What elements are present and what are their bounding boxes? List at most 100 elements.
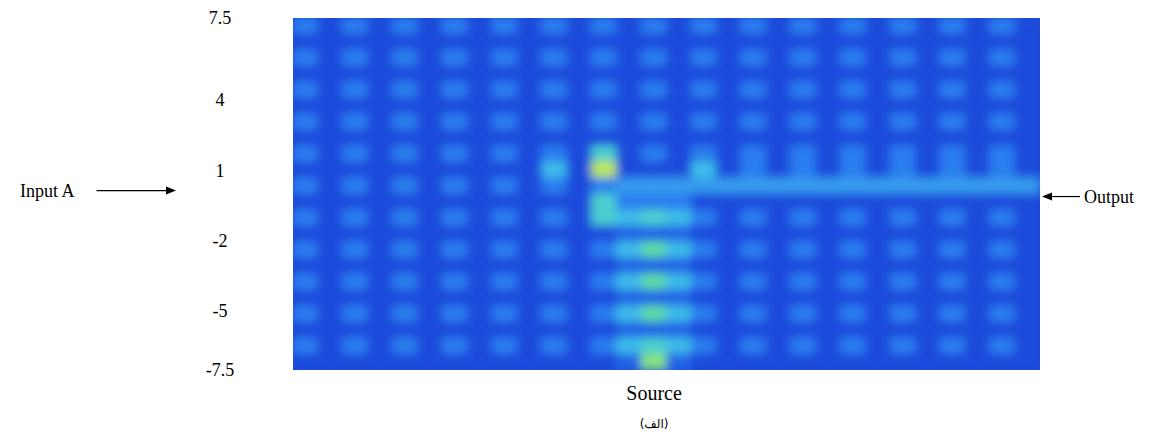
cell [766,290,792,307]
cell [591,338,617,355]
cell [741,354,767,371]
cell [691,338,717,355]
cell [641,114,667,131]
cell [542,34,568,51]
cell [342,34,368,51]
cell [566,290,592,307]
caption: (الف) [640,417,669,431]
cell [741,34,767,51]
cell [641,242,667,259]
cell [840,226,866,243]
cell [367,290,393,307]
cell [342,210,368,227]
cell [815,82,841,99]
x-axis-title: Source [626,382,682,404]
cell [342,290,368,307]
cell [890,114,916,131]
cell [815,290,841,307]
cell [691,274,717,291]
cell [865,18,891,35]
cell [990,50,1016,67]
cell [766,18,792,35]
cell [542,242,568,259]
cell [1015,210,1040,227]
cell [890,162,916,179]
cell [392,322,418,339]
cell [517,34,543,51]
cell [990,130,1016,147]
cell [716,98,742,115]
cell [442,82,468,99]
cell [791,162,817,179]
cell [641,50,667,67]
cell [915,34,941,51]
cell [517,194,543,211]
cell [791,258,817,275]
cell [691,146,717,163]
cell [840,82,866,99]
cell [840,194,866,211]
cell [517,162,543,179]
cell [342,114,368,131]
cell [467,130,493,147]
cell [342,354,368,371]
cell [641,306,667,323]
cell [791,66,817,83]
cell [641,146,667,163]
cell [1015,274,1040,291]
cell [591,130,617,147]
cell [342,146,368,163]
cell [467,210,493,227]
cell [940,66,966,83]
cell [442,258,468,275]
cell [317,98,343,115]
cell [392,178,418,195]
cell [467,82,493,99]
cell [641,354,667,371]
cell [392,338,418,355]
cell [691,210,717,227]
cell [691,130,717,147]
output-label: Output [1084,187,1134,207]
cell [591,98,617,115]
cell [741,146,767,163]
cell [641,162,667,179]
cell [542,274,568,291]
cell [293,34,318,51]
cell [317,162,343,179]
cell [317,146,343,163]
cell [840,18,866,35]
cell [342,242,368,259]
cell [840,242,866,259]
cell [517,98,543,115]
cell [915,50,941,67]
cell [840,210,866,227]
cell [616,258,642,275]
cell [342,194,368,211]
cell [766,354,792,371]
cell [293,354,318,371]
cell [392,146,418,163]
cell [442,322,468,339]
cell [392,274,418,291]
cell [293,242,318,259]
cell [367,130,393,147]
cell [293,210,318,227]
cell [417,338,443,355]
cell [467,66,493,83]
cell [815,242,841,259]
cell [965,66,991,83]
cell [492,210,518,227]
cell [890,338,916,355]
cell [666,274,692,291]
cell [517,114,543,131]
cell [990,338,1016,355]
cell [965,354,991,371]
cell [641,274,667,291]
cell [741,338,767,355]
cell [591,322,617,339]
cell [492,114,518,131]
cell [591,258,617,275]
cell [815,274,841,291]
cell [517,50,543,67]
